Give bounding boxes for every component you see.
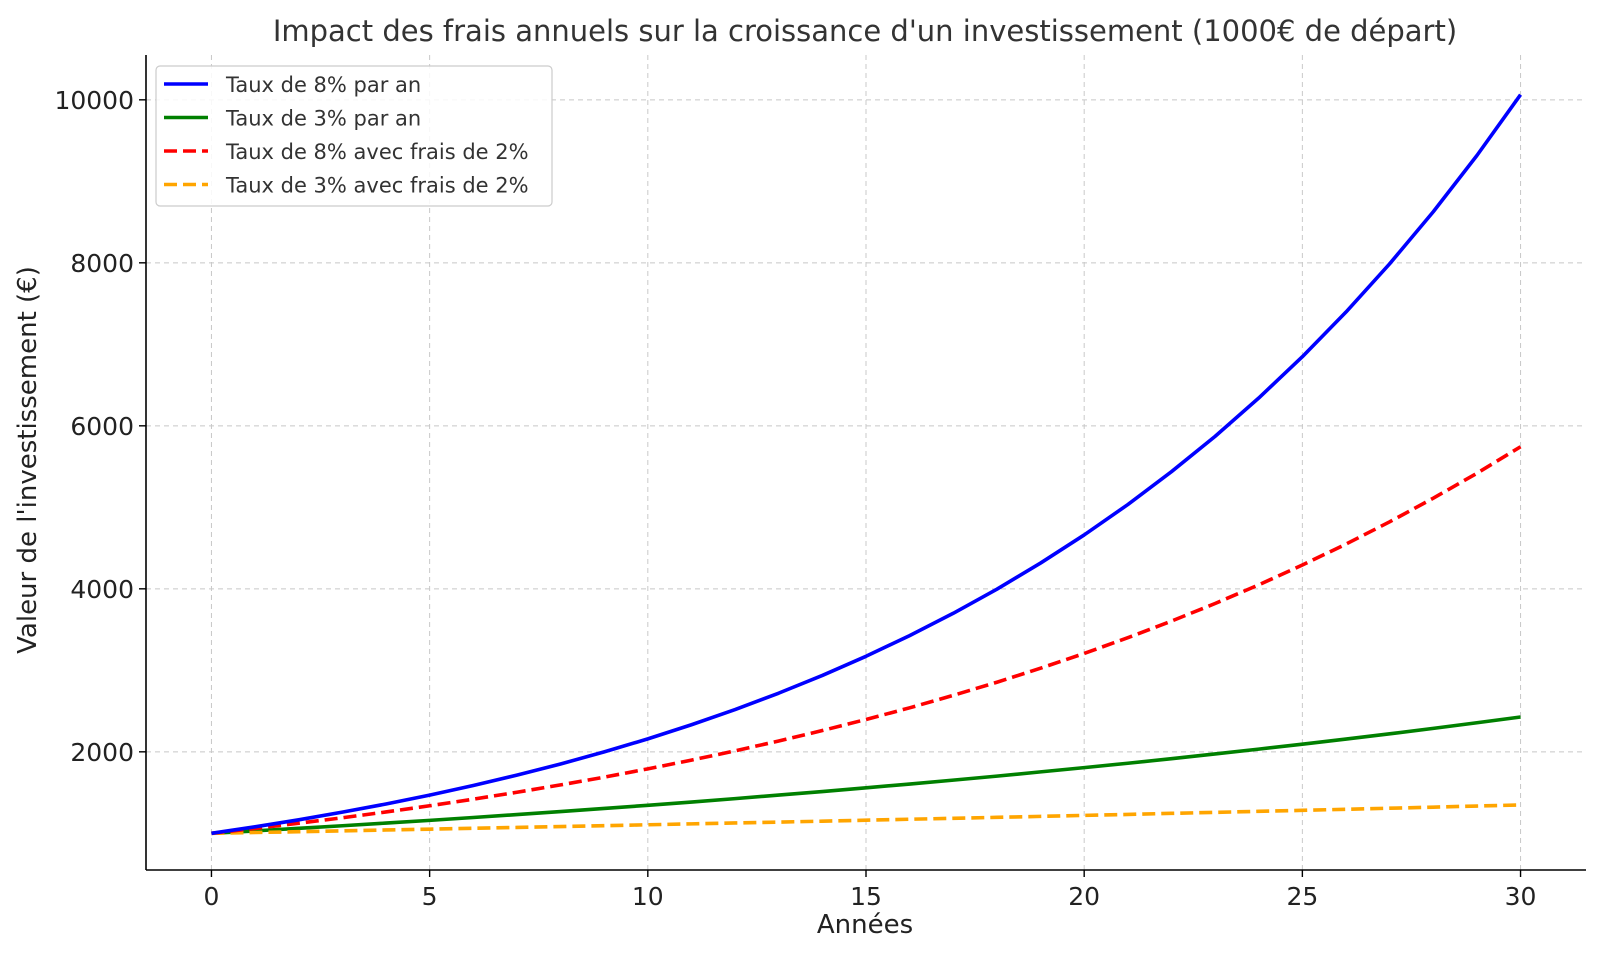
legend-label: Taux de 3% avec frais de 2% (225, 174, 529, 198)
chart-title: Impact des frais annuels sur la croissan… (273, 14, 1457, 48)
legend-box (155, 65, 553, 207)
series-line-4 (211, 803, 1521, 836)
y-axis-title: Valeur de l'investissement (€) (13, 266, 43, 654)
series-line-1 (211, 93, 1523, 836)
x-tick-label: 20 (1068, 882, 1100, 911)
x-axis-title: Années (817, 910, 913, 940)
axis-ticks: 0 5 10 15 20 25 30 2000 4000 6000 8000 10000 (54, 86, 1536, 911)
x-tick-label: 25 (1286, 882, 1318, 911)
y-tick-label: 8000 (70, 249, 134, 278)
series-lines (211, 93, 1523, 836)
y-tick-label: 10000 (54, 86, 134, 115)
legend-label: Taux de 3% par an (225, 107, 421, 131)
x-tick-label: 0 (204, 882, 220, 911)
series-line-2 (211, 715, 1521, 836)
x-tick-label: 5 (422, 882, 438, 911)
y-tick-label: 6000 (70, 412, 134, 441)
series-line-3 (211, 445, 1522, 836)
y-tick-label: 2000 (70, 738, 134, 767)
x-tick-label: 15 (850, 882, 882, 911)
y-tick-label: 4000 (70, 575, 134, 604)
legend: Taux de 8% par an Taux de 3% par an Taux d… (155, 65, 553, 207)
x-tick-label: 30 (1505, 882, 1537, 911)
legend-label: Taux de 8% par an (225, 73, 421, 97)
legend-label: Taux de 8% avec frais de 2% (225, 140, 529, 164)
x-tick-label: 10 (632, 882, 664, 911)
